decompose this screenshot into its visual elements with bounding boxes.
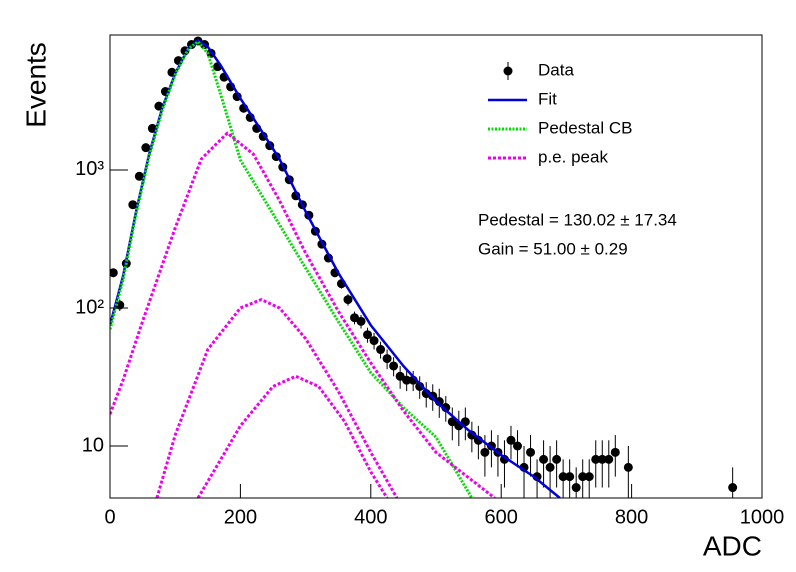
data-point — [389, 361, 399, 371]
fit-curve — [196, 374, 389, 498]
legend-label: p.e. peak — [538, 147, 608, 166]
data-point — [545, 462, 555, 472]
data-point — [480, 447, 490, 457]
data-point — [571, 483, 581, 493]
data-point — [467, 430, 477, 440]
data-point — [728, 483, 738, 493]
data-point — [376, 345, 386, 355]
legend-marker — [503, 66, 513, 76]
fit-curve — [110, 40, 474, 498]
x-tick-label: 1000 — [740, 506, 785, 528]
data-point — [363, 330, 373, 340]
legend-label: Data — [538, 60, 574, 79]
data-point — [402, 375, 412, 385]
data-point — [578, 472, 588, 482]
data-point — [343, 295, 353, 305]
data-point — [597, 454, 607, 464]
data-point — [141, 143, 151, 153]
annotation: Pedestal = 130.02 ± 17.34 — [478, 210, 677, 229]
data-point — [506, 435, 516, 445]
x-tick-label: 200 — [224, 506, 257, 528]
y-tick-label: 10³ — [75, 158, 104, 180]
x-tick-label: 600 — [485, 506, 518, 528]
data-point — [539, 454, 549, 464]
data-point — [604, 454, 614, 464]
x-axis-title: ADC — [703, 530, 762, 561]
legend-label: Fit — [538, 89, 557, 108]
data-point — [115, 300, 125, 310]
data-point — [128, 200, 138, 210]
data-point — [526, 447, 536, 457]
data-point — [395, 371, 405, 381]
data-point — [369, 336, 379, 346]
legend-label: Pedestal CB — [538, 118, 633, 137]
x-tick-label: 800 — [615, 506, 648, 528]
data-point — [134, 171, 144, 181]
data-point — [382, 354, 392, 364]
data-point — [552, 454, 562, 464]
data-point — [584, 472, 594, 482]
x-tick-label: 400 — [354, 506, 387, 528]
plot-area — [110, 36, 738, 498]
fit-curve — [155, 298, 399, 498]
data-point — [356, 316, 366, 326]
frame — [109, 34, 763, 499]
x-tick-label: 0 — [104, 506, 115, 528]
data-point — [415, 381, 425, 391]
data-point — [110, 268, 118, 278]
annotation: Gain = 51.00 ± 0.29 — [478, 239, 628, 258]
data-point — [565, 472, 575, 482]
data-point — [513, 441, 522, 451]
data-point — [591, 454, 601, 464]
data-point — [610, 447, 620, 457]
data-point — [558, 472, 568, 482]
y-tick-label: 10 — [82, 434, 104, 456]
data-point — [623, 462, 633, 472]
y-axis-title: Events — [20, 42, 51, 128]
y-tick-label: 10² — [75, 296, 104, 318]
